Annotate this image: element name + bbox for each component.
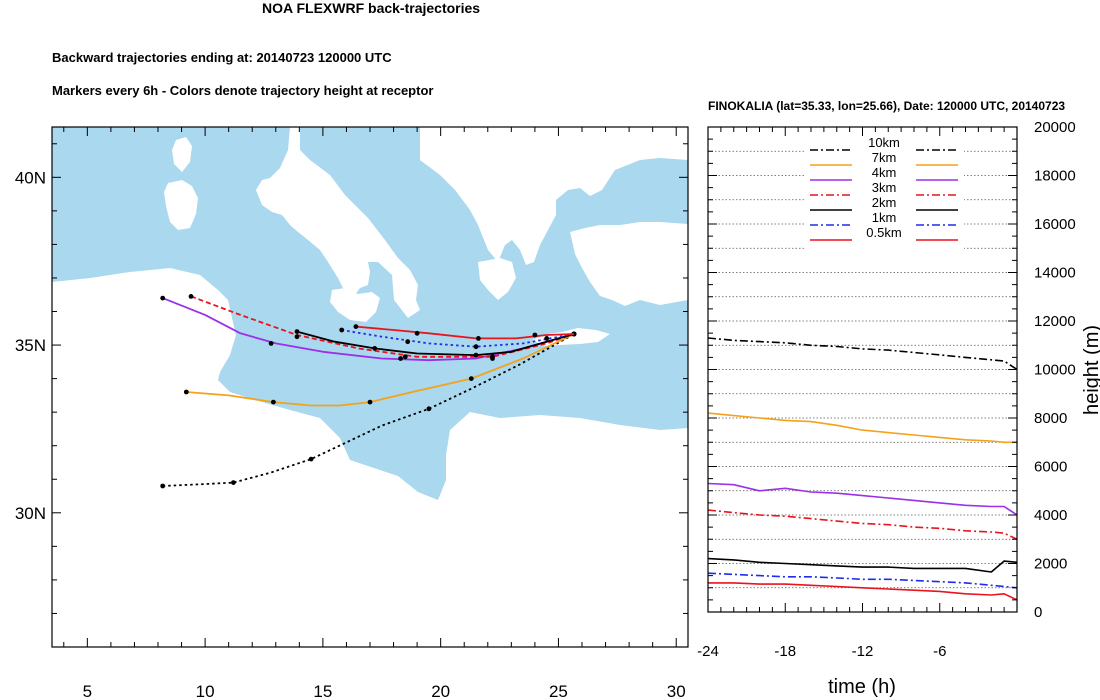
profile-y-tick-label: 8000 (1034, 410, 1067, 427)
legend-label-7km: 7km (872, 150, 897, 165)
profile-y-axis-label: height (m) (1081, 325, 1100, 415)
trajectory-marker-3km (294, 334, 300, 340)
chart-subtitle-markers: Markers every 6h - Colors denote traject… (52, 83, 434, 98)
trajectory-marker-7km (271, 399, 276, 405)
land-italy-balkans (256, 127, 688, 318)
land-areas (52, 127, 688, 647)
profile-y-tick-label: 14000 (1034, 265, 1076, 282)
legend-box (806, 144, 964, 254)
legend-label-4km: 4km (872, 165, 897, 180)
trajectory-marker-7km (183, 389, 189, 395)
trajectory-marker-0.5km (414, 330, 420, 336)
profile-series-2km (708, 557, 1017, 573)
profile-series-7km (708, 412, 1017, 444)
trajectory-marker-1km (339, 327, 345, 333)
trajectory-marker-7km (367, 399, 373, 405)
land-turkey (570, 222, 688, 306)
legend-label-10km: 10km (868, 135, 900, 150)
trajectory-marker-0.5km (353, 324, 359, 329)
profile-y-tick-label: 18000 (1034, 168, 1076, 185)
map-y-tick-label: 40N (15, 168, 46, 187)
profile-x-tick-label: -12 (852, 643, 874, 660)
trajectory-marker-4km (398, 356, 403, 361)
trajectory-marker-0.5km (476, 336, 481, 341)
legend-label-3km: 3km (872, 180, 897, 195)
height-profile-chart: -24 -18 -12 -6 0 2000 4000 6000 8000 10000 12000 1… (697, 119, 1100, 698)
trajectory-2km (296, 330, 575, 357)
profile-series-10km (708, 337, 1017, 371)
trajectory-map: 5 10 15 20 25 30 30N 35N 40N (15, 126, 689, 700)
map-x-tick-label: 25 (549, 682, 568, 700)
trajectory-marker-2km (473, 352, 479, 358)
trajectory-7km (186, 333, 575, 407)
profile-y-tick-label: 2000 (1034, 556, 1067, 573)
trajectory-marker-1km (405, 339, 411, 345)
chart-title: NOA FLEXWRF back-trajectories (262, 0, 481, 16)
profile-series-3km (708, 509, 1017, 541)
map-axis-ticks (52, 127, 688, 648)
trajectory-1km (341, 329, 575, 348)
profile-x-tick-labels: -24 -18 -12 -6 (697, 643, 946, 660)
trajectory-marker-3km (402, 354, 408, 360)
profile-series (708, 337, 1017, 601)
map-x-tick-label: 30 (667, 682, 686, 700)
map-x-tick-label: 20 (431, 682, 450, 700)
trajectory-marker-10km (308, 456, 314, 462)
trajectory-marker-10km (426, 406, 432, 412)
trajectory-marker-1km (473, 344, 479, 350)
map-x-tick-label: 10 (196, 682, 215, 700)
land-corsica (172, 137, 192, 172)
trajectory-marker-3km (188, 294, 194, 299)
profile-series-0.5km (708, 582, 1017, 601)
profile-x-tick-label: -6 (933, 643, 946, 660)
land-north-africa (52, 268, 688, 647)
profile-series-1km (708, 572, 1017, 589)
trajectory-marker-2km (294, 329, 300, 334)
trajectory-marker-10km (231, 480, 236, 485)
profile-title: FINOKALIA (lat=35.33, lon=25.66), Date: … (708, 99, 1066, 113)
legend-label-2km: 2km (872, 195, 897, 210)
map-y-tick-label: 30N (15, 504, 46, 523)
profile-x-axis-label: time (h) (828, 676, 896, 698)
trajectory-marker-2km (372, 346, 378, 351)
map-x-tick-label: 5 (83, 682, 92, 700)
profile-x-tick-label: -18 (774, 643, 796, 660)
land-sardinia (164, 180, 198, 230)
profile-y-tick-labels: 0 2000 4000 6000 8000 10000 12000 14000 16000 180… (1034, 119, 1076, 621)
trajectory-marker-3km (490, 354, 495, 360)
profile-y-tick-label: 12000 (1034, 313, 1076, 330)
trajectory-3km (190, 295, 575, 358)
legend-label-1km: 1km (872, 210, 897, 225)
trajectory-marker-4km (160, 295, 166, 301)
land-sicily (330, 288, 380, 322)
profile-y-tick-label: 20000 (1034, 119, 1076, 136)
map-x-tick-label: 15 (313, 682, 332, 700)
profile-series-4km (708, 482, 1017, 516)
trajectory-marker-7km (468, 376, 474, 381)
profile-y-tick-label: 0 (1034, 604, 1042, 621)
profile-x-tick-label: -24 (697, 643, 719, 660)
trajectory-marker-0.5km (532, 332, 538, 338)
trajectory-marker-4km (268, 341, 274, 346)
legend-label-0.5km: 0.5km (866, 225, 901, 240)
profile-y-tick-label: 4000 (1034, 507, 1067, 524)
trajectory-marker-10km (160, 483, 166, 489)
chart-subtitle-end-time: Backward trajectories ending at: 2014072… (52, 50, 392, 65)
profile-y-tick-label: 16000 (1034, 216, 1076, 233)
map-y-tick-label: 35N (15, 336, 46, 355)
profile-axis-ticks (707, 126, 1018, 613)
trajectory-lines (160, 294, 577, 489)
profile-y-tick-label: 10000 (1034, 362, 1076, 379)
profile-y-tick-label: 6000 (1034, 459, 1067, 476)
land-peloponnese (478, 258, 516, 300)
map-y-tick-labels: 30N 35N 40N (15, 168, 46, 522)
map-x-tick-labels: 5 10 15 20 25 30 (83, 682, 686, 700)
trajectory-marker-1km (544, 336, 550, 341)
